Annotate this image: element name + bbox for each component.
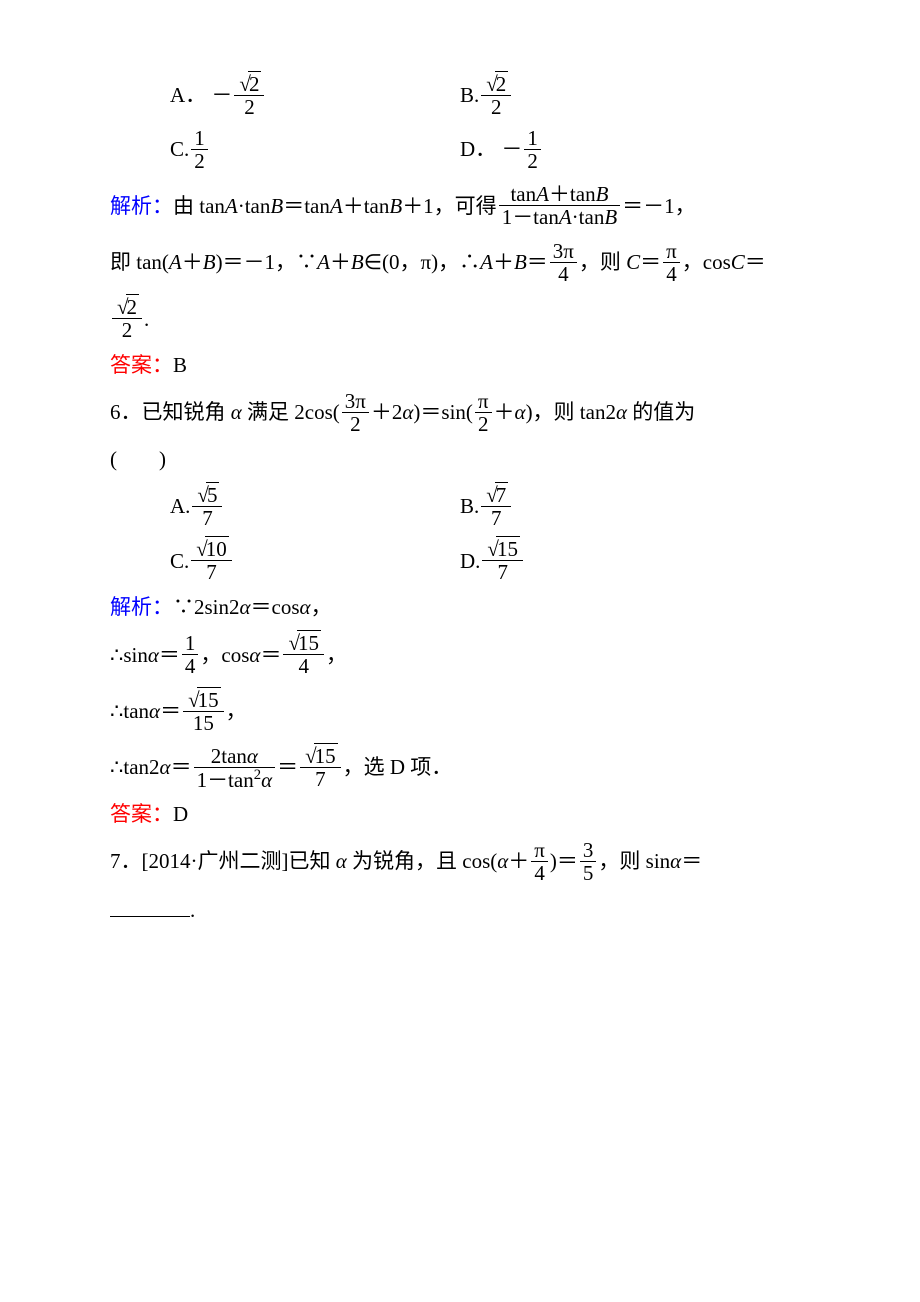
- q5-explanation-line1: 解析：由 tanA·tanB＝tanA＋tanB＋1，可得tanA＋tanB1－…: [110, 181, 810, 231]
- q6-answer: 答案：D: [110, 799, 810, 831]
- sqrt-icon: 15: [286, 632, 321, 654]
- q5-explanation-line3: 22.: [110, 294, 810, 344]
- q6-exp3: ∴tanα＝1515，: [110, 686, 810, 736]
- sqrt-icon: 5: [195, 484, 219, 506]
- fraction: 154: [283, 632, 324, 677]
- option-label: A．: [170, 83, 206, 107]
- q5-option-A: A． －22: [170, 70, 460, 120]
- fraction: π4: [663, 240, 680, 285]
- fraction: 22: [112, 296, 142, 341]
- fraction: 57: [192, 484, 222, 529]
- sqrt-icon: 7: [484, 484, 508, 506]
- fraction: 107: [191, 538, 232, 583]
- sqrt-icon: 10: [194, 538, 229, 560]
- q6-options-row-2: C.107 D.157: [170, 536, 810, 586]
- q5-option-C: C.12: [170, 124, 460, 174]
- option-label: A.: [170, 494, 190, 518]
- answer-value: D: [173, 802, 188, 826]
- q6-option-A: A.57: [170, 481, 460, 531]
- explain-label: 解析：: [110, 194, 173, 218]
- option-label: D.: [460, 549, 480, 573]
- sqrt-icon: 2: [115, 296, 139, 318]
- q5-explanation-line2: 即 tan(A＋B)＝－1，∵A＋B∈(0，π)，∴A＋B＝3π4，则 C＝π4…: [110, 237, 810, 287]
- fraction: 157: [300, 745, 341, 790]
- q6-option-B: B.77: [460, 481, 513, 531]
- sqrt-icon: 15: [485, 538, 520, 560]
- sqrt-icon: 15: [186, 689, 221, 711]
- sqrt-icon: 15: [303, 745, 338, 767]
- q6-exp2: ∴sinα＝14，cosα＝154，: [110, 630, 810, 680]
- q6-option-D: D.157: [460, 536, 525, 586]
- q7-stem: 7．[2014·广州二测]已知 α 为锐角，且 cos(α＋π4)＝35，则 s…: [110, 836, 810, 886]
- explain-label: 解析：: [110, 595, 173, 619]
- q5-answer: 答案：B: [110, 350, 810, 382]
- option-label: D．: [460, 137, 496, 161]
- page: A． －22 B.22 C.12 D． －12 解析：由 tanA·tanB＝t…: [0, 0, 920, 1302]
- fraction: 1515: [183, 689, 224, 734]
- fraction: 77: [481, 484, 511, 529]
- answer-value: B: [173, 353, 187, 377]
- answer-label: 答案：: [110, 353, 173, 377]
- q6-exp4: ∴tan2α＝2tanα1－tan2α＝157，选 D 项．: [110, 742, 810, 792]
- question-number: 7．: [110, 849, 142, 873]
- q5-options-row-1: A． －22 B.22: [170, 70, 810, 120]
- question-number: 6．: [110, 400, 142, 424]
- fraction: 12: [191, 127, 208, 172]
- fraction: π2: [475, 390, 492, 435]
- fraction: 14: [182, 632, 199, 677]
- option-label: B.: [460, 494, 479, 518]
- q6-options-row-1: A.57 B.77: [170, 481, 810, 531]
- fraction: 12: [524, 127, 541, 172]
- fraction: 157: [482, 538, 523, 583]
- option-label: C.: [170, 549, 189, 573]
- fraction: 2tanα1－tan2α: [194, 745, 276, 791]
- q6-option-C: C.107: [170, 536, 460, 586]
- q5-option-D: D． －12: [460, 124, 543, 174]
- fraction: 22: [481, 73, 511, 118]
- sqrt-icon: 2: [484, 73, 508, 95]
- option-label: C.: [170, 137, 189, 161]
- fraction: tanA＋tanB1－tanA·tanB: [499, 183, 620, 228]
- q6-stem: 6．已知锐角 α 满足 2cos(3π2＋2α)＝sin(π2＋α)，则 tan…: [110, 387, 810, 437]
- fraction: 35: [580, 839, 597, 884]
- minus-sign: －: [501, 137, 522, 161]
- q5-option-B: B.22: [460, 70, 513, 120]
- q6-exp1: 解析：∵2sin2α＝cosα，: [110, 592, 810, 624]
- fraction: 22: [234, 73, 264, 118]
- fill-blank: [110, 893, 190, 917]
- q6-paren: ( ): [110, 444, 810, 476]
- sqrt-icon: 2: [237, 73, 261, 95]
- fraction: π4: [531, 839, 548, 884]
- answer-label: 答案：: [110, 802, 173, 826]
- fraction: 3π4: [550, 240, 577, 285]
- q5-options-row-2: C.12 D． －12: [170, 124, 810, 174]
- q7-blank: .: [110, 893, 810, 927]
- option-label: B.: [460, 83, 479, 107]
- minus-sign: －: [211, 83, 232, 107]
- fraction: 3π2: [342, 390, 369, 435]
